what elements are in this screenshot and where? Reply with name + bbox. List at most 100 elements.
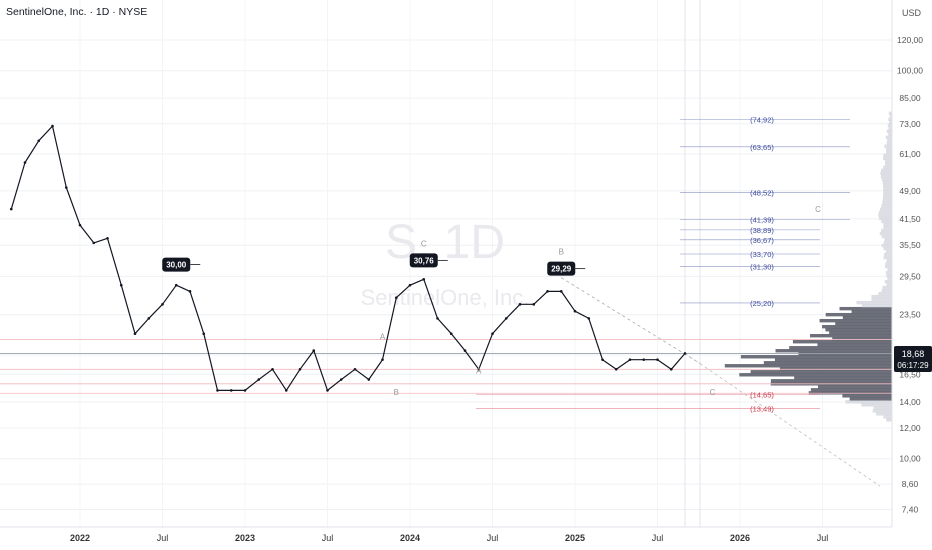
profile-bar bbox=[880, 207, 892, 212]
profile-bar bbox=[825, 327, 892, 332]
price-point bbox=[601, 358, 604, 361]
level-label: (31,30) bbox=[750, 262, 774, 271]
profile-bar bbox=[739, 373, 892, 377]
projection-upper bbox=[561, 277, 701, 364]
price-point bbox=[436, 317, 439, 320]
profile-bar bbox=[792, 340, 892, 344]
price-point bbox=[161, 303, 164, 306]
price-point bbox=[174, 283, 178, 287]
price-tick-label: 120,00 bbox=[897, 35, 923, 45]
profile-bar bbox=[882, 285, 892, 290]
symbol-title[interactable]: SentinelOne, Inc. · 1D · NYSE bbox=[6, 6, 148, 18]
last-price-badge: 18,68 06:17:29 bbox=[894, 346, 932, 372]
price-tick-label: 100,00 bbox=[897, 66, 923, 76]
profile-bar bbox=[887, 276, 892, 281]
price-point bbox=[133, 332, 137, 336]
callout-label: 30,76 bbox=[414, 256, 435, 265]
level-label: (74,92) bbox=[750, 115, 774, 124]
price-point bbox=[326, 389, 329, 392]
price-point bbox=[9, 207, 13, 211]
profile-bar bbox=[883, 189, 892, 194]
time-tick-label: 2025 bbox=[565, 533, 585, 543]
level-label: (14,65) bbox=[750, 390, 774, 399]
profile-bar bbox=[883, 415, 892, 419]
price-point bbox=[284, 389, 288, 392]
profile-bar bbox=[763, 361, 892, 365]
profile-bar bbox=[819, 318, 892, 323]
price-point bbox=[422, 278, 426, 281]
price-point bbox=[573, 309, 577, 313]
profile-bar bbox=[884, 237, 892, 242]
price-tick-label: 85,00 bbox=[899, 93, 921, 103]
profile-bar bbox=[885, 135, 892, 140]
price-point bbox=[106, 236, 109, 240]
profile-bar bbox=[879, 216, 892, 221]
price-tick-label: 41,50 bbox=[899, 214, 921, 224]
profile-bar bbox=[886, 282, 892, 287]
profile-bar bbox=[883, 252, 892, 257]
profile-bar bbox=[885, 261, 892, 266]
time-tick-label: 2022 bbox=[70, 533, 90, 543]
currency-label[interactable]: USD bbox=[902, 8, 922, 18]
profile-bar bbox=[883, 240, 892, 245]
profile-bar bbox=[845, 400, 892, 404]
price-point bbox=[491, 332, 494, 336]
profile-bar bbox=[887, 138, 892, 143]
profile-bar bbox=[775, 349, 892, 353]
profile-bar bbox=[886, 273, 892, 278]
fibonacci-levels: (74,92) (63,65) (48,52) (41,39) (38,89)(36,6… bbox=[476, 115, 850, 413]
profile-bar bbox=[839, 306, 892, 311]
profile-bar bbox=[883, 222, 892, 227]
price-point bbox=[683, 352, 687, 355]
profile-bar bbox=[871, 297, 892, 302]
wave-label: B bbox=[559, 248, 564, 257]
profile-bar bbox=[774, 358, 892, 362]
time-axis[interactable]: 2022 Jul 2023 Jul 2024 Jul 2025 Jul 2026 Jul bbox=[0, 526, 892, 543]
price-point bbox=[64, 186, 68, 189]
price-point bbox=[477, 368, 481, 371]
price-point bbox=[147, 317, 151, 320]
profile-bar bbox=[888, 132, 892, 136]
price-series bbox=[9, 124, 687, 392]
watermark-name: SentinelOne, Inc. bbox=[361, 285, 530, 310]
profile-bar bbox=[888, 126, 892, 130]
price-point bbox=[381, 358, 384, 361]
price-tick-label: 7,40 bbox=[902, 504, 919, 514]
price-point bbox=[367, 378, 371, 381]
time-tick-label: Jul bbox=[487, 533, 499, 543]
profile-bar bbox=[881, 243, 892, 248]
price-point bbox=[504, 317, 508, 320]
profile-bar bbox=[886, 258, 892, 263]
profile-bar bbox=[881, 177, 892, 182]
price-point bbox=[243, 389, 247, 392]
profile-bar bbox=[829, 331, 892, 335]
callout-label: 29,29 bbox=[551, 265, 572, 274]
profile-bar bbox=[883, 225, 892, 230]
profile-bar bbox=[885, 162, 892, 167]
profile-bar bbox=[779, 367, 892, 371]
profile-bar bbox=[740, 355, 892, 359]
profile-bar bbox=[879, 231, 892, 236]
profile-bar bbox=[881, 228, 892, 233]
callout-bg bbox=[409, 253, 438, 268]
profile-bar bbox=[886, 147, 892, 152]
profile-bar bbox=[851, 309, 892, 314]
peak-callout: 29,29 bbox=[547, 261, 586, 276]
profile-bar bbox=[885, 249, 892, 254]
time-tick-label: Jul bbox=[322, 533, 334, 543]
profile-bar bbox=[883, 183, 892, 188]
profile-bar bbox=[809, 334, 892, 338]
profile-bar bbox=[750, 370, 892, 374]
profile-bar bbox=[884, 264, 892, 269]
profile-bar bbox=[889, 120, 892, 124]
level-label: (33,70) bbox=[750, 250, 774, 259]
price-point bbox=[119, 283, 123, 287]
callout-bg bbox=[547, 261, 576, 276]
time-tick-label: Jul bbox=[652, 533, 664, 543]
level-label: (36,67) bbox=[750, 236, 774, 245]
profile-bar bbox=[884, 159, 892, 164]
price-axis[interactable]: 120,00 100,00 85,00 73,00 61,00 49,00 41,50 35,… bbox=[891, 0, 923, 527]
vertical-gridlines bbox=[79, 0, 823, 527]
wave-label: B bbox=[394, 388, 399, 397]
